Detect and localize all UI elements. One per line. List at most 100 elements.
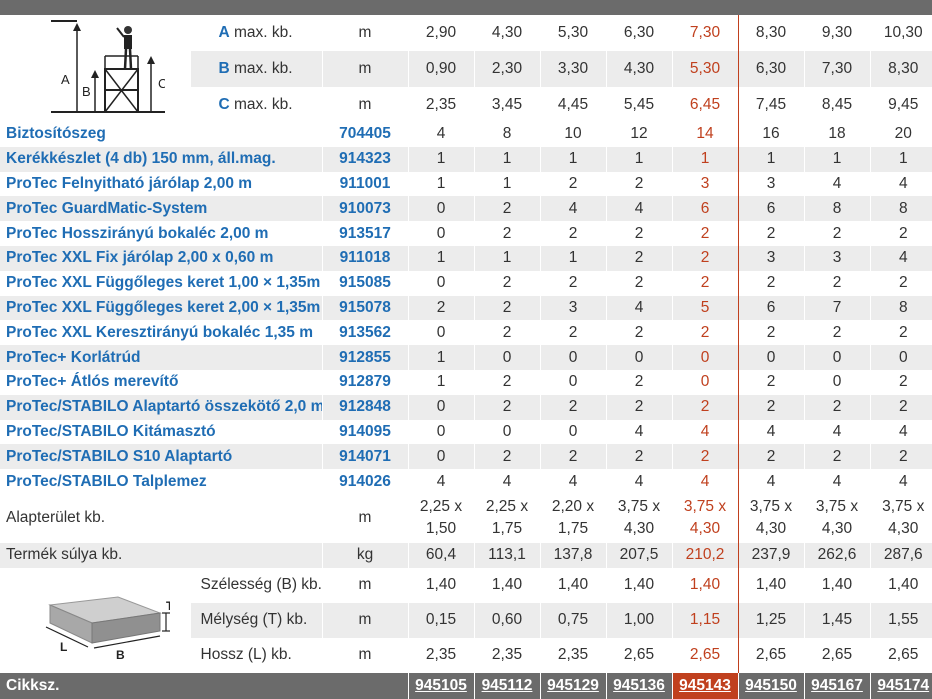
component-name[interactable]: Biztosítószeg [0,122,322,147]
article-code-link[interactable]: 945136 [606,673,672,699]
component-name[interactable]: ProTec/STABILO Talplemez [0,469,322,494]
component-value: 2 [870,320,932,345]
dimension-value: 2,65 [606,638,672,673]
component-value: 3 [738,246,804,271]
component-value: 1 [540,147,606,172]
component-value: 4 [672,469,738,494]
component-value: 4 [540,196,606,221]
article-code-text[interactable]: 945150 [745,677,797,694]
height-value: 2,35 [408,87,474,122]
component-value: 2 [474,271,540,296]
component-value: 2 [870,271,932,296]
component-code[interactable]: 912855 [322,345,408,370]
article-code-link[interactable]: 945143 [672,673,738,699]
component-value: 1 [408,345,474,370]
height-value: 6,30 [606,15,672,51]
component-code[interactable]: 914026 [322,469,408,494]
article-code-link[interactable]: 945174 [870,673,932,699]
component-name[interactable]: ProTec/STABILO Alaptartó összekötő 2,0 m [0,395,322,420]
component-code[interactable]: 915078 [322,296,408,321]
weight-unit: kg [322,543,408,568]
component-value: 4 [804,172,870,197]
component-code[interactable]: 914071 [322,444,408,469]
component-code[interactable]: 911001 [322,172,408,197]
component-code[interactable]: 704405 [322,122,408,147]
component-name[interactable]: ProTec+ Korlátrúd [0,345,322,370]
height-unit: m [322,15,408,51]
component-value: 0 [408,320,474,345]
article-code-link[interactable]: 945167 [804,673,870,699]
component-name[interactable]: ProTec+ Átlós merevítő [0,370,322,395]
component-name[interactable]: ProTec/STABILO S10 Alaptartó [0,444,322,469]
component-value: 0 [474,345,540,370]
component-code[interactable]: 914095 [322,420,408,445]
article-code-text[interactable]: 945105 [415,677,467,694]
article-code-link[interactable]: 945129 [540,673,606,699]
dimension-label: Mélység (T) kb. [190,603,322,638]
component-value: 20 [870,122,932,147]
article-code-link[interactable]: 945112 [474,673,540,699]
component-code[interactable]: 914323 [322,147,408,172]
component-name[interactable]: ProTec Felnyitható járólap 2,00 m [0,172,322,197]
component-value: 10 [540,122,606,147]
component-value: 2 [804,271,870,296]
dimension-value: 1,15 [672,603,738,638]
component-code[interactable]: 910073 [322,196,408,221]
component-name[interactable]: ProTec Hosszirányú bokaléc 2,00 m [0,221,322,246]
height-unit: m [322,51,408,87]
value-line: 2,25 x [475,496,540,518]
value-line: 3,75 x [805,496,870,518]
article-code-link[interactable]: 945150 [738,673,804,699]
component-value: 2 [540,320,606,345]
component-code[interactable]: 911018 [322,246,408,271]
article-code-text[interactable]: 945136 [613,677,665,694]
article-code-text[interactable]: 945112 [482,677,533,694]
component-name[interactable]: ProTec XXL Függőleges keret 2,00 × 1,35m [0,296,322,321]
height-value: 2,90 [408,15,474,51]
component-code[interactable]: 912879 [322,370,408,395]
component-value: 1 [540,246,606,271]
component-value: 4 [804,469,870,494]
article-code-text[interactable]: 945143 [679,677,731,694]
component-value: 2 [408,296,474,321]
component-value: 6 [738,196,804,221]
component-value: 2 [672,271,738,296]
height-value: 7,45 [738,87,804,122]
component-name[interactable]: ProTec XXL Fix járólap 2,00 x 0,60 m [0,246,322,271]
component-value: 2 [738,370,804,395]
dimension-value: 2,65 [672,638,738,673]
component-name[interactable]: ProTec/STABILO Kitámasztó [0,420,322,445]
dimension-value: 2,65 [804,638,870,673]
article-code-text[interactable]: 945174 [877,677,929,694]
component-value: 18 [804,122,870,147]
top-bar [0,0,932,15]
component-code[interactable]: 913562 [322,320,408,345]
dimension-unit: m [322,638,408,673]
package-icon: T L B [20,573,170,663]
weight-value: 262,6 [804,543,870,568]
component-code[interactable]: 915085 [322,271,408,296]
height-value: 7,30 [804,51,870,87]
component-value: 2 [870,395,932,420]
component-value: 2 [672,246,738,271]
article-code-text[interactable]: 945167 [811,677,863,694]
height-value: 8,30 [870,51,932,87]
component-value: 8 [870,296,932,321]
component-value: 0 [408,196,474,221]
dimension-value: 0,15 [408,603,474,638]
component-value: 2 [804,221,870,246]
dimension-value: 1,40 [408,568,474,603]
component-name[interactable]: ProTec GuardMatic-System [0,196,322,221]
component-name[interactable]: Kerékkészlet (4 db) 150 mm, áll.mag. [0,147,322,172]
component-code[interactable]: 912848 [322,395,408,420]
component-name[interactable]: ProTec XXL Függőleges keret 1,00 × 1,35m [0,271,322,296]
article-code-text[interactable]: 945129 [547,677,599,694]
component-code[interactable]: 913517 [322,221,408,246]
dimension-value: 1,40 [672,568,738,603]
footprint-unit: m [322,494,408,543]
component-name[interactable]: ProTec XXL Keresztirányú bokaléc 1,35 m [0,320,322,345]
article-code-link[interactable]: 945105 [408,673,474,699]
